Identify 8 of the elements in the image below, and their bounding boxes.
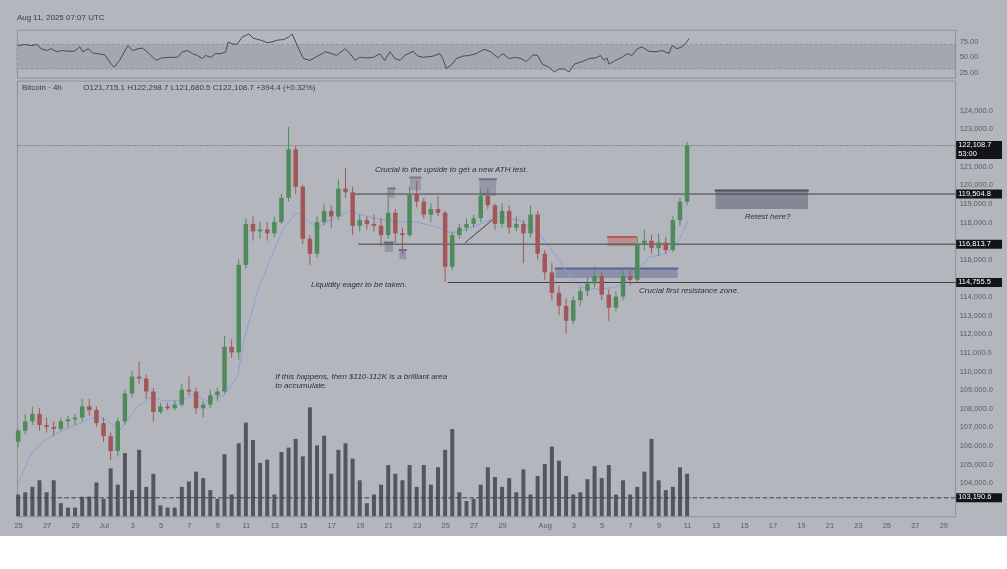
- text: Aug 11, 2025 07:07 UTC: [16, 12, 105, 22]
- annotation: Crucial first resistance zone.: [639, 285, 740, 295]
- annotation: If this happens, then $110-112K is a brilliant area to accumulate.: [275, 371, 448, 390]
- annotation: Crucial to the upside to get a new ATH test.: [374, 165, 528, 175]
- annotation: Liquidity eager to be taken.: [311, 279, 407, 289]
- chart-title: Bitcoin · 4h: [21, 82, 62, 92]
- chart-subtitle: O121,715.1 H122,298.7 L121,680.5 C122,108.7 +394.4 (+0.32%): [83, 82, 316, 92]
- annotation: Retest here?: [744, 212, 791, 222]
